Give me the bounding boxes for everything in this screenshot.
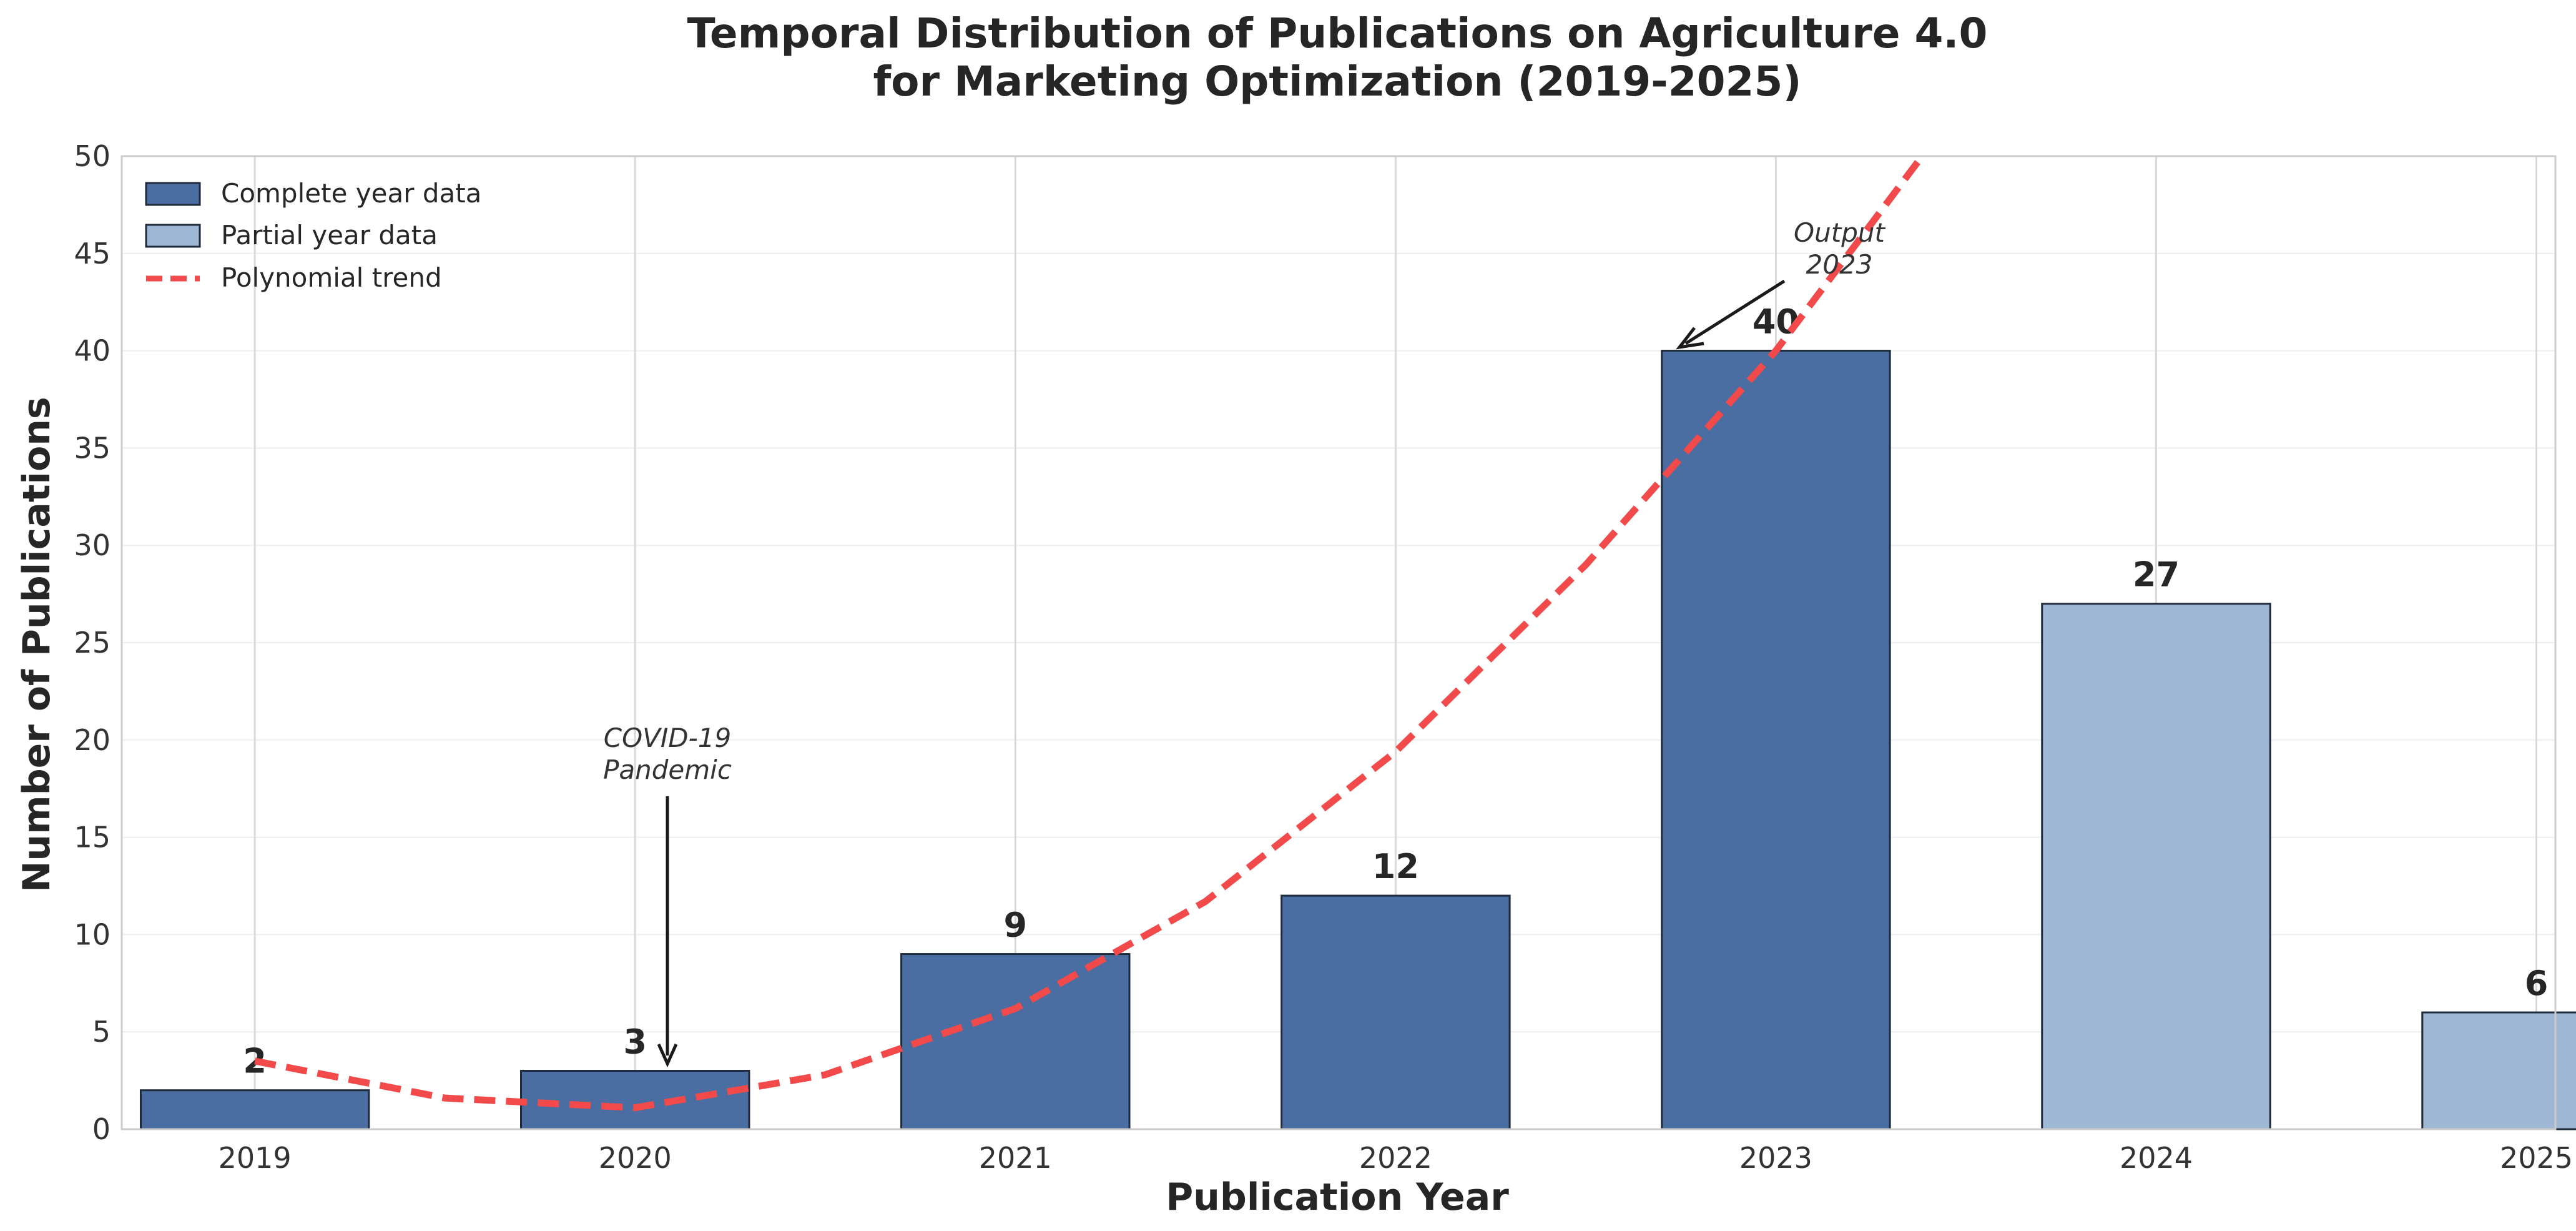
x-tick-label: 2025 [2500, 1141, 2573, 1175]
chart-title-line-1: Temporal Distribution of Publications on… [687, 9, 1988, 57]
bar-value-label: 6 [2525, 964, 2549, 1003]
y-tick-label: 25 [74, 626, 111, 660]
y-tick-label: 10 [74, 917, 111, 951]
annotation-covid-arrowhead [657, 1043, 678, 1068]
y-axis-label: Number of Publications [15, 397, 59, 892]
legend-swatch-partial [145, 224, 201, 248]
y-tick-label: 15 [74, 821, 111, 854]
bar-value-label: 12 [1372, 847, 1419, 886]
y-tick-label: 0 [92, 1112, 111, 1146]
y-tick-label: 5 [92, 1015, 111, 1049]
plot-frame [120, 155, 2557, 1130]
legend-swatch-complete [145, 182, 201, 206]
x-tick-label: 2020 [599, 1141, 672, 1175]
x-axis-label: Publication Year [1166, 1175, 1509, 1219]
annotation-output-arrowhead [1676, 327, 1704, 350]
y-tick-label: 20 [74, 723, 111, 757]
annotation-output-line-1: Output [1794, 217, 1885, 248]
polynomial-trend-line [254, 156, 1927, 1112]
bar-2023 [1661, 350, 1891, 1130]
legend-label-complete: Complete year data [221, 178, 481, 209]
x-tick-label: 2023 [1739, 1141, 1812, 1175]
bar-2021 [900, 953, 1131, 1130]
x-tick-label: 2021 [979, 1141, 1052, 1175]
bar-2025 [2421, 1011, 2576, 1130]
y-tick-label: 50 [74, 139, 111, 173]
annotation-covid-line-2: Pandemic [603, 754, 732, 785]
y-tick-label: 35 [74, 431, 111, 465]
legend-label-partial: Partial year data [221, 220, 438, 250]
x-tick-label: 2019 [219, 1141, 292, 1175]
x-tick-label: 2022 [1359, 1141, 1432, 1175]
legend: Complete year data Partial year data Pol… [145, 178, 481, 293]
chart-title-line-2: for Marketing Optimization (2019-2025) [873, 57, 1801, 106]
annotation-covid-line-1: COVID-19 [604, 723, 731, 753]
annotation-output-2023: Output 2023 [1676, 217, 1885, 350]
bar-2024 [2041, 603, 2271, 1130]
x-tick-label: 2024 [2120, 1141, 2193, 1175]
annotation-output-line-2: 2023 [1806, 249, 1873, 280]
bar-2019 [139, 1089, 370, 1130]
legend-label-trend: Polynomial trend [221, 262, 442, 293]
bar-value-label: 27 [2133, 555, 2180, 595]
bar-value-label: 40 [1753, 302, 1799, 342]
bar-value-label: 9 [1004, 906, 1028, 945]
y-tick-label: 45 [74, 237, 111, 270]
annotation-covid: COVID-19 Pandemic [603, 723, 732, 1068]
bar-2022 [1281, 894, 1511, 1130]
trend-line-group [254, 156, 1927, 1112]
bar-2020 [520, 1070, 750, 1130]
y-tick-label: 40 [74, 334, 111, 368]
annotation-output-arrow [1684, 279, 1786, 345]
bars [139, 350, 2576, 1130]
y-tick-label: 30 [74, 528, 111, 562]
bar-value-label: 3 [623, 1022, 647, 1062]
